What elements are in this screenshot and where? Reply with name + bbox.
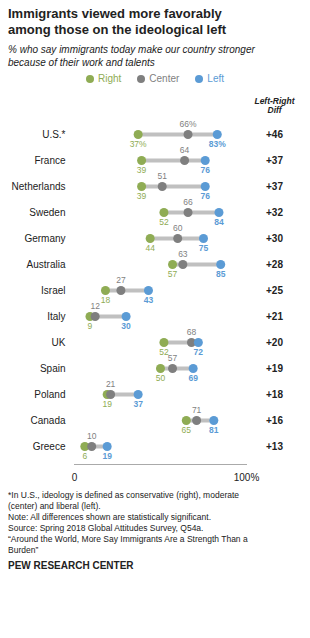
svg-text:43: 43 [144, 295, 154, 305]
svg-text:71: 71 [192, 405, 202, 415]
svg-text:UK: UK [52, 337, 66, 348]
svg-text:69: 69 [188, 373, 198, 383]
svg-text:+25: +25 [266, 285, 283, 296]
svg-text:57: 57 [168, 269, 178, 279]
svg-text:+37: +37 [266, 155, 283, 166]
svg-text:68: 68 [187, 327, 197, 337]
html-text:Immigrants viewed more favorab: Immigrants viewed more favorably among t… [8, 6, 227, 37]
svg-text:75: 75 [199, 243, 209, 253]
svg-text:30: 30 [121, 321, 131, 331]
svg-text:+19: +19 [266, 363, 283, 374]
svg-text:Poland: Poland [34, 389, 65, 400]
svg-text:65: 65 [182, 425, 192, 435]
svg-text:37%: 37% [130, 139, 147, 149]
svg-text:+21: +21 [266, 311, 283, 322]
svg-text:44: 44 [145, 243, 155, 253]
svg-text:57: 57 [168, 353, 178, 363]
svg-text:Italy: Italy [47, 311, 65, 322]
svg-text:21: 21 [106, 379, 116, 389]
svg-text:84: 84 [214, 217, 224, 227]
svg-text:+18: +18 [266, 389, 283, 400]
svg-text:U.S.*: U.S.* [42, 129, 65, 140]
svg-text:Canada: Canada [30, 415, 65, 426]
svg-text:66%: 66% [180, 119, 197, 129]
svg-text:66: 66 [183, 197, 193, 207]
svg-text:Netherlands: Netherlands [12, 181, 66, 192]
svg-text:52: 52 [159, 347, 169, 358]
svg-text:Greece: Greece [33, 441, 66, 452]
svg-text:60: 60 [173, 223, 183, 233]
svg-text:+16: +16 [266, 415, 283, 426]
svg-text:100%: 100% [234, 472, 260, 483]
svg-text:83%: 83% [209, 139, 226, 149]
html-text:Right: Right [98, 73, 122, 85]
svg-text:85: 85 [216, 269, 226, 279]
svg-text:72: 72 [194, 347, 204, 357]
svg-text:39: 39 [137, 165, 147, 175]
svg-text:12: 12 [90, 301, 100, 311]
svg-text:Spain: Spain [40, 363, 66, 374]
html-text:*In U.S., ideology is defined: *In U.S., ideology is defined as conserv… [8, 490, 248, 556]
svg-text:+13: +13 [266, 441, 283, 452]
svg-text:+30: +30 [266, 233, 283, 244]
svg-text:52: 52 [159, 217, 169, 227]
svg-text:Israel: Israel [41, 285, 65, 296]
svg-text:10: 10 [87, 431, 97, 441]
svg-text:39: 39 [137, 191, 147, 201]
svg-text:37: 37 [133, 399, 143, 409]
svg-text:19: 19 [102, 451, 112, 461]
svg-text:Left-RightDiff: Left-RightDiff [254, 96, 295, 115]
svg-text:0: 0 [72, 472, 78, 483]
html-text:Center: Center [149, 73, 180, 85]
svg-text:+32: +32 [266, 207, 283, 218]
svg-text:18: 18 [101, 295, 111, 305]
svg-text:+37: +37 [266, 181, 283, 192]
svg-text:+46: +46 [266, 129, 283, 140]
svg-text:+20: +20 [266, 337, 283, 348]
svg-text:France: France [34, 155, 66, 166]
svg-text:Germany: Germany [24, 233, 65, 244]
svg-text:9: 9 [88, 321, 93, 331]
svg-text:64: 64 [180, 145, 190, 155]
svg-text:51: 51 [157, 171, 167, 181]
svg-text:19: 19 [102, 399, 112, 409]
svg-text:50: 50 [156, 373, 166, 383]
svg-text:76: 76 [200, 191, 210, 201]
html-text:% who say immigrants today mak: % who say immigrants today make our coun… [8, 44, 255, 69]
html-text:Left: Left [207, 73, 224, 85]
svg-text:63: 63 [178, 249, 188, 259]
svg-text:+28: +28 [266, 259, 283, 270]
svg-text:Sweden: Sweden [29, 207, 65, 218]
svg-text:6: 6 [82, 451, 87, 461]
svg-text:76: 76 [200, 165, 210, 175]
svg-text:27: 27 [116, 275, 126, 285]
svg-text:Australia: Australia [27, 259, 66, 270]
html-text:PEW RESEARCH CENTER: PEW RESEARCH CENTER [8, 560, 134, 572]
svg-text:81: 81 [209, 425, 219, 435]
